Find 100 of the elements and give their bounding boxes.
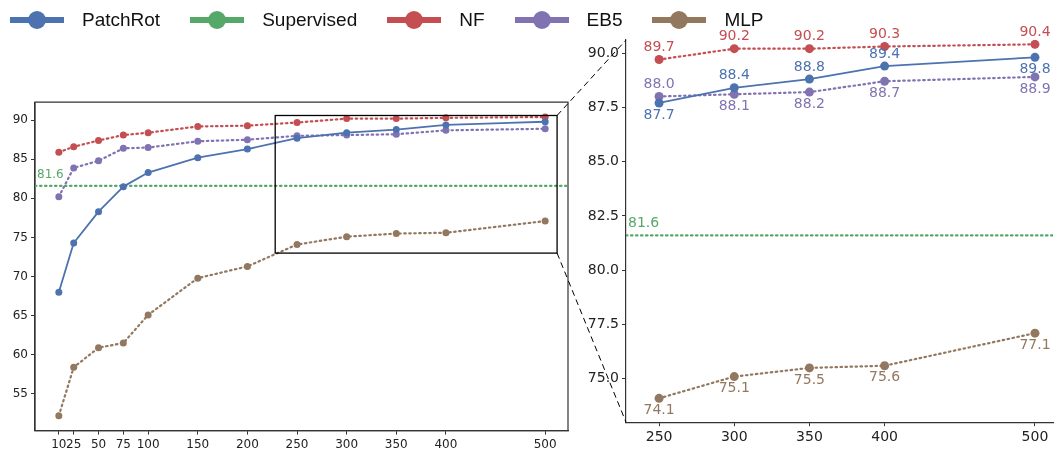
point (95, 344, 103, 352)
point (804, 74, 814, 84)
data-label: 88.0 (643, 75, 675, 92)
x-tick-label: 500 (533, 436, 557, 451)
point (144, 129, 152, 137)
x-tick-label: 200 (235, 436, 259, 451)
point (70, 363, 78, 371)
point (392, 126, 400, 134)
y-tick-label: 90 (12, 112, 28, 127)
point (541, 217, 549, 225)
point (654, 55, 664, 65)
data-label: 90.4 (1019, 22, 1051, 39)
point (144, 144, 152, 152)
data-label: 89.7 (643, 38, 675, 55)
point (442, 121, 450, 129)
y-tick-label: 90.0 (587, 43, 619, 60)
x-tick-label: 250 (285, 436, 309, 451)
data-label: 88.8 (793, 57, 826, 74)
point (55, 193, 63, 201)
legend-label: NF (459, 9, 485, 31)
data-label: 75.1 (718, 379, 750, 396)
y-tick-label: 70 (12, 268, 28, 283)
legend-label: EB5 (586, 9, 623, 31)
data-label: 89.4 (869, 44, 901, 61)
y-tick-label: 60 (12, 346, 28, 361)
point (119, 183, 127, 191)
point (880, 361, 890, 371)
point (392, 230, 400, 238)
point (95, 157, 103, 165)
point (119, 339, 127, 347)
point (654, 98, 664, 108)
x-tick-label: 400 (434, 436, 458, 451)
data-label: 88.1 (718, 96, 750, 113)
data-label: 88.7 (869, 83, 901, 100)
y-tick-label: 75.0 (587, 369, 619, 386)
point (243, 122, 251, 130)
y-tick-label: 77.5 (587, 315, 619, 332)
point (95, 137, 103, 145)
point (243, 136, 251, 144)
point (70, 239, 78, 247)
point (144, 311, 152, 319)
y-tick-label: 55 (12, 385, 28, 400)
y-tick-label: 85 (12, 151, 28, 166)
point (1030, 52, 1040, 62)
y-tick-label: 75 (12, 229, 28, 244)
point (293, 241, 301, 249)
point (1030, 40, 1040, 49)
point (1030, 328, 1040, 338)
point (880, 61, 890, 71)
data-label: 81.6 (37, 166, 64, 181)
y-tick-label: 65 (12, 307, 28, 322)
x-tick-label: 50 (90, 436, 107, 451)
point (880, 76, 890, 86)
x-tick-label: 300 (335, 436, 359, 451)
point (729, 83, 739, 93)
y-tick-label: 87.5 (587, 97, 619, 114)
x-tick-label: 300 (720, 428, 748, 445)
legend-label: Supervised (262, 9, 358, 31)
point (541, 125, 549, 133)
x-tick-label: 500 (1021, 428, 1049, 445)
y-tick-label: 80.0 (587, 260, 619, 277)
point (343, 233, 351, 241)
point (654, 393, 664, 403)
point (392, 115, 400, 123)
point (194, 137, 202, 145)
y-tick-label: 80 (12, 190, 28, 205)
point (119, 144, 127, 152)
y-tick-label: 82.5 (587, 206, 619, 223)
x-tick-label: 250 (645, 428, 673, 445)
x-tick-label: 400 (871, 428, 898, 445)
point (442, 229, 450, 237)
point (95, 208, 103, 216)
x-tick-label: 350 (796, 428, 823, 445)
data-label: 81.6 (628, 214, 660, 231)
data-label: 90.2 (718, 27, 750, 44)
point (55, 288, 63, 296)
x-tick-label: 150 (186, 436, 210, 451)
point (70, 143, 78, 151)
data-label: 74.1 (643, 400, 675, 417)
x-tick-label: 100 (136, 436, 160, 451)
point (70, 164, 78, 172)
point (194, 122, 202, 130)
x-tick-label: 350 (384, 436, 408, 451)
x-tick-label: 10 (51, 436, 67, 451)
point (243, 145, 251, 153)
point (55, 148, 63, 156)
legend-label: PatchRot (82, 9, 161, 31)
point (293, 119, 301, 127)
data-label: 75.5 (793, 370, 826, 387)
point (194, 154, 202, 162)
data-label: 89.8 (1019, 60, 1051, 77)
data-label: 88.4 (718, 66, 750, 83)
point (119, 131, 127, 139)
point (442, 126, 450, 134)
point (804, 363, 814, 373)
point (804, 44, 814, 54)
point (194, 274, 202, 282)
x-tick-label: 75 (115, 436, 131, 451)
data-label: 90.3 (869, 25, 901, 42)
data-label: 90.2 (793, 27, 826, 44)
